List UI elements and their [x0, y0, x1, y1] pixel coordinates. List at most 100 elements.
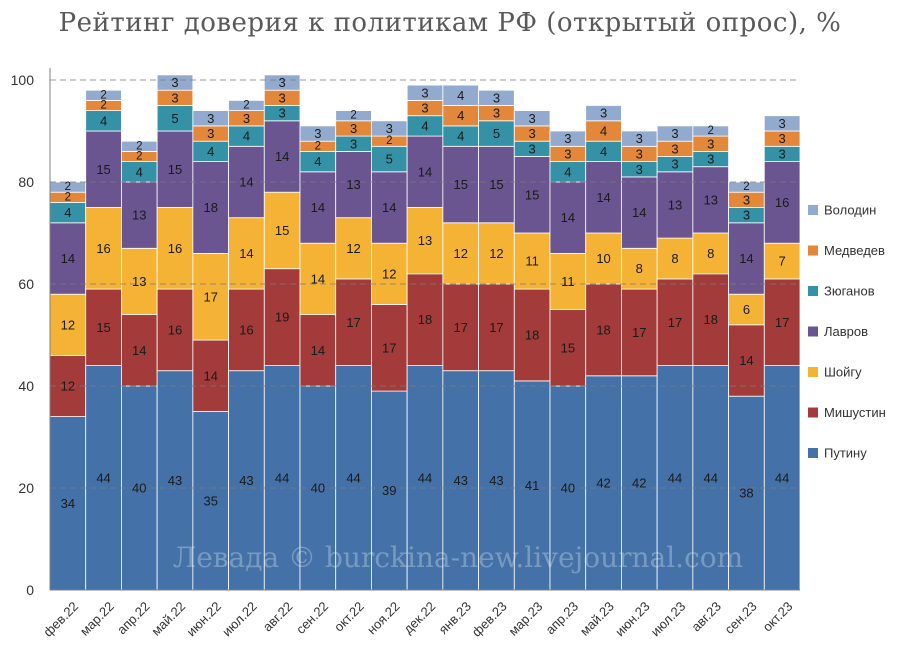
bar-segment	[156, 130, 194, 208]
legend-swatch	[808, 286, 818, 296]
data-label: 16	[96, 241, 110, 256]
bar-segment	[121, 247, 158, 316]
data-label: 18	[525, 328, 539, 343]
data-label: 15	[96, 320, 110, 335]
bar-segment	[263, 74, 301, 91]
data-label: 17	[203, 289, 217, 304]
data-label: 2	[350, 110, 356, 122]
bar-segment	[371, 242, 408, 305]
x-tick-label: июн.22	[184, 599, 224, 639]
data-label: 14	[739, 353, 753, 368]
bar-segment	[585, 283, 622, 377]
data-label: 16	[239, 322, 253, 337]
x-tick-label: сен.22	[293, 599, 331, 637]
x-tick-label: окт.23	[760, 599, 796, 635]
data-label: 43	[239, 473, 253, 488]
data-label: 3	[493, 90, 500, 105]
data-label: 16	[168, 322, 182, 337]
data-label: 17	[489, 320, 503, 335]
data-label: 14	[239, 175, 253, 190]
bar-segment	[156, 74, 194, 91]
bar-segment	[763, 115, 801, 132]
data-label: 3	[779, 131, 786, 146]
data-label: 11	[525, 254, 539, 269]
bar-segment	[656, 237, 694, 280]
y-tick-label: 100	[11, 72, 35, 88]
data-label: 12	[61, 379, 75, 394]
bar-segment	[121, 181, 158, 249]
y-tick-label: 40	[18, 378, 34, 394]
bar-segment	[549, 181, 587, 254]
data-label: 2	[243, 100, 249, 112]
data-label: 18	[418, 312, 432, 327]
bar-segment	[621, 288, 658, 377]
x-tick-label: окт.22	[331, 599, 367, 635]
data-label: 35	[203, 493, 217, 508]
data-label: 19	[275, 310, 289, 325]
data-label: 43	[168, 473, 182, 488]
bar-segment	[192, 411, 229, 591]
data-label: 12	[346, 241, 360, 256]
legend-label: Мишустин	[824, 405, 886, 420]
bar-segment	[478, 145, 515, 224]
data-label: 4	[564, 164, 571, 179]
data-label: 3	[743, 208, 750, 223]
data-label: 3	[243, 111, 250, 126]
bar-segment	[192, 161, 229, 254]
bar-segment	[656, 365, 694, 591]
x-tick-label: ноя.22	[364, 599, 403, 638]
bar-segment	[549, 252, 587, 310]
y-tick-label: 0	[26, 582, 34, 598]
data-label: 41	[525, 478, 539, 493]
data-label: 43	[489, 473, 503, 488]
bar-segment	[728, 395, 765, 591]
data-label: 3	[171, 90, 178, 105]
data-label: 38	[739, 486, 753, 501]
data-label: 18	[203, 200, 217, 215]
data-label: 8	[671, 251, 678, 266]
bar-segment	[585, 161, 622, 234]
data-label: 44	[668, 470, 682, 485]
data-label: 3	[279, 106, 286, 121]
data-label: 4	[457, 129, 464, 144]
x-tick-label: апр.22	[114, 599, 153, 638]
data-label: 13	[132, 208, 146, 223]
data-label: 3	[743, 192, 750, 207]
data-label: 2	[136, 140, 142, 152]
data-label: 4	[457, 108, 464, 123]
x-tick-label: авг.23	[688, 599, 724, 635]
data-label: 14	[632, 205, 646, 220]
data-label: 3	[350, 121, 357, 136]
data-label: 3	[421, 85, 428, 100]
data-label: 2	[743, 181, 749, 193]
data-label: 3	[279, 75, 286, 90]
x-tick-label: июл.23	[648, 599, 689, 640]
data-label: 3	[529, 111, 536, 126]
y-tick-label: 20	[18, 480, 34, 496]
data-label: 18	[703, 312, 717, 327]
bar-segment	[621, 176, 658, 249]
bar-segment	[728, 324, 765, 397]
bar-segment	[621, 247, 658, 290]
bar-segment	[513, 288, 551, 382]
data-label: 4	[421, 118, 428, 133]
bar-segment	[49, 416, 87, 591]
data-label: 34	[61, 496, 75, 511]
data-label: 40	[561, 481, 575, 496]
x-tick-label: фев.22	[40, 599, 81, 640]
data-label: 17	[346, 315, 360, 330]
data-label: 14	[311, 200, 325, 215]
bar-segment	[156, 207, 194, 290]
bar-segment	[371, 390, 408, 591]
data-label: 14	[311, 343, 325, 358]
data-label: 15	[275, 223, 289, 238]
bar-segment	[656, 278, 694, 366]
bar-segment	[442, 370, 479, 591]
bar-segment	[299, 242, 337, 315]
bar-segment	[692, 273, 729, 366]
bar-segment	[692, 166, 729, 234]
data-label: 44	[703, 470, 717, 485]
data-label: 3	[314, 126, 321, 141]
data-label: 44	[775, 470, 789, 485]
data-label: 14	[311, 271, 325, 286]
